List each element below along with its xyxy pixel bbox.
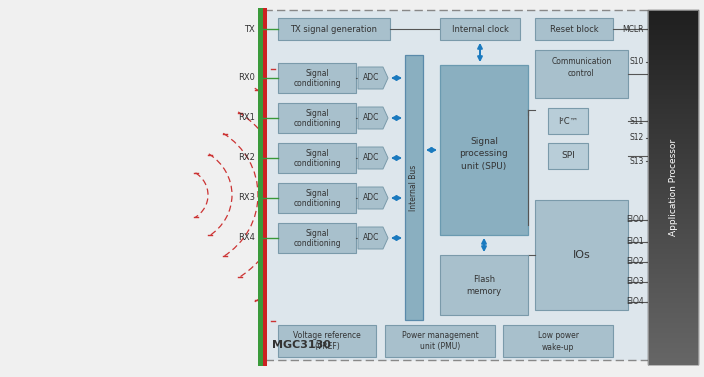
Text: Communication: Communication: [551, 57, 612, 66]
Bar: [263, 8, 267, 366]
Text: TX: TX: [244, 25, 255, 34]
Text: EIO4: EIO4: [627, 297, 644, 307]
Text: control: control: [568, 69, 595, 78]
Bar: [385, 325, 495, 357]
Bar: [278, 18, 390, 40]
Text: conditioning: conditioning: [293, 159, 341, 169]
Text: EIO0: EIO0: [627, 216, 644, 224]
Text: Power management: Power management: [401, 331, 479, 340]
Text: RX1: RX1: [238, 113, 255, 123]
Text: S13: S13: [629, 156, 644, 166]
Text: Reset block: Reset block: [550, 25, 598, 34]
Bar: [535, 50, 628, 98]
Text: EIO2: EIO2: [627, 257, 644, 267]
Text: Signal: Signal: [305, 230, 329, 239]
Text: processing: processing: [460, 150, 508, 158]
Polygon shape: [358, 147, 388, 169]
Text: Application Processor: Application Processor: [669, 139, 677, 236]
Text: ADC: ADC: [363, 153, 379, 162]
Text: conditioning: conditioning: [293, 80, 341, 89]
Text: S12: S12: [630, 133, 644, 143]
Bar: [278, 63, 356, 93]
Bar: [440, 18, 520, 40]
Text: EIO3: EIO3: [627, 277, 644, 287]
Text: Signal: Signal: [305, 109, 329, 118]
Polygon shape: [358, 227, 388, 249]
Bar: [278, 223, 356, 253]
Bar: [503, 325, 613, 357]
Bar: [278, 143, 356, 173]
Text: unit (SPU): unit (SPU): [461, 161, 507, 170]
Bar: [548, 143, 588, 169]
Text: IOs: IOs: [572, 250, 591, 260]
Text: S11: S11: [630, 116, 644, 126]
Text: RX3: RX3: [238, 193, 255, 202]
Text: Voltage reference: Voltage reference: [293, 331, 361, 340]
Text: Signal: Signal: [470, 138, 498, 147]
Text: memory: memory: [467, 287, 501, 296]
Bar: [535, 18, 613, 40]
Text: ADC: ADC: [363, 193, 379, 202]
Text: conditioning: conditioning: [293, 239, 341, 248]
Bar: [278, 325, 376, 357]
Text: EIO1: EIO1: [627, 238, 644, 247]
Text: Internal clock: Internal clock: [451, 25, 508, 34]
Text: (VREF): (VREF): [314, 342, 340, 351]
Text: ADC: ADC: [363, 74, 379, 83]
Text: RX0: RX0: [238, 74, 255, 83]
Text: S10: S10: [629, 58, 644, 66]
Bar: [264, 10, 650, 360]
Text: SPI: SPI: [561, 152, 575, 161]
Polygon shape: [358, 67, 388, 89]
Bar: [440, 255, 528, 315]
Text: wake-up: wake-up: [542, 342, 574, 351]
Text: I²C™: I²C™: [558, 116, 578, 126]
Text: Signal: Signal: [305, 150, 329, 158]
Text: Signal: Signal: [305, 69, 329, 78]
Polygon shape: [358, 107, 388, 129]
Text: ADC: ADC: [363, 113, 379, 123]
Text: TX signal generation: TX signal generation: [291, 25, 377, 34]
Text: Flash: Flash: [473, 274, 495, 284]
Text: MGC3130: MGC3130: [272, 340, 331, 350]
Polygon shape: [358, 187, 388, 209]
Text: Low power: Low power: [537, 331, 579, 340]
Text: ADC: ADC: [363, 233, 379, 242]
Bar: [278, 183, 356, 213]
Bar: [535, 200, 628, 310]
Bar: [440, 65, 528, 235]
Bar: [278, 103, 356, 133]
Text: RX2: RX2: [238, 153, 255, 162]
Bar: [405, 55, 423, 320]
Bar: [258, 8, 263, 366]
Bar: [648, 10, 698, 365]
Text: RX4: RX4: [238, 233, 255, 242]
Bar: [548, 108, 588, 134]
Text: conditioning: conditioning: [293, 120, 341, 129]
Text: conditioning: conditioning: [293, 199, 341, 208]
Text: Signal: Signal: [305, 190, 329, 199]
Text: MCLR: MCLR: [622, 25, 644, 34]
Text: unit (PMU): unit (PMU): [420, 342, 460, 351]
Text: Internal Bus: Internal Bus: [410, 164, 418, 211]
